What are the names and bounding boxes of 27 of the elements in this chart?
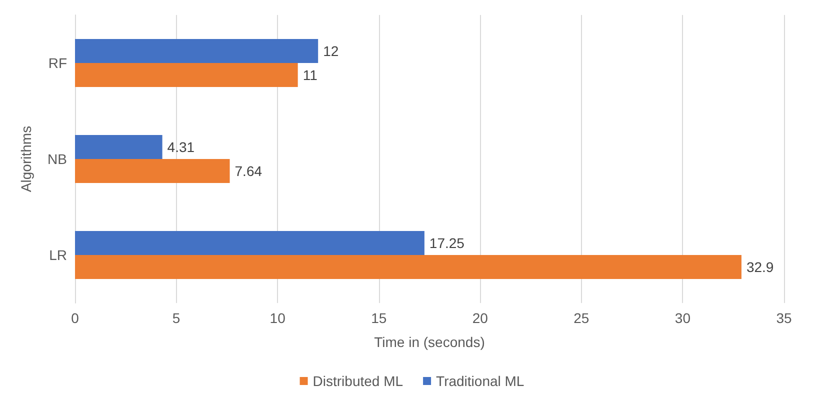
y-tick-label: LR [49, 247, 67, 263]
bar [75, 39, 318, 63]
y-tick-label: NB [48, 151, 67, 167]
legend-label: Distributed ML [312, 373, 404, 389]
legend-label: Traditional ML [436, 373, 524, 389]
x-tick-label: 0 [71, 310, 80, 326]
data-label: 17.25 [429, 235, 465, 251]
data-label: 4.31 [167, 139, 195, 155]
x-axis-title: Time in (seconds) [374, 334, 485, 350]
data-label: 32.9 [746, 259, 774, 275]
bar [75, 159, 230, 183]
y-axis-title: Algorithms [18, 126, 34, 192]
data-label: 7.64 [234, 163, 262, 179]
x-tick-label: 25 [574, 310, 590, 326]
data-label: 12 [323, 43, 339, 59]
x-tick-label: 5 [172, 310, 180, 326]
x-tick-label: 15 [371, 310, 387, 326]
bar [75, 231, 424, 255]
bar [75, 63, 298, 87]
x-tick-label: 30 [674, 310, 691, 326]
bar [75, 255, 742, 279]
x-tick-label: 35 [776, 310, 792, 326]
x-tick-label: 10 [270, 310, 286, 326]
bar [75, 135, 162, 159]
y-tick-label: RF [48, 55, 67, 71]
x-tick-label: 20 [472, 310, 488, 326]
data-label: 11 [302, 67, 318, 83]
